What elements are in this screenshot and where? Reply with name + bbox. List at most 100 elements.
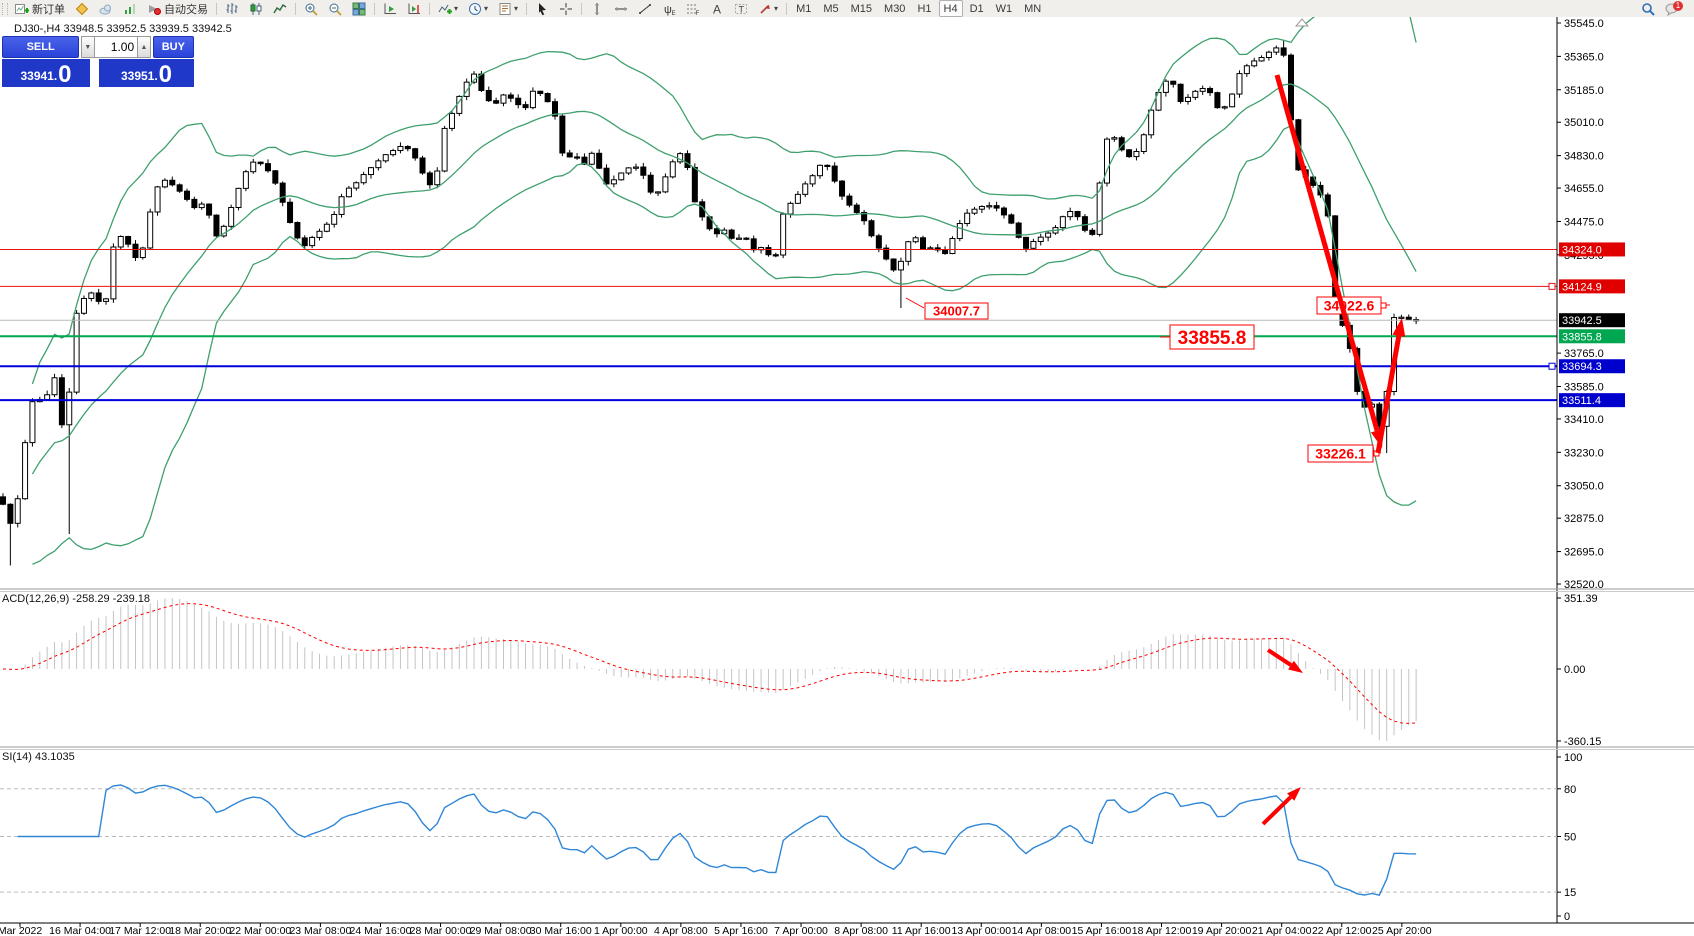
tile-windows-button[interactable] <box>348 0 370 17</box>
ask-price-int: 33951. <box>120 69 158 83</box>
text-button[interactable]: A <box>706 0 728 17</box>
svg-text:T: T <box>739 4 745 14</box>
toolbar-right-group: 1 <box>1636 0 1688 17</box>
svg-text:21 Apr 04:00: 21 Apr 04:00 <box>1252 925 1312 936</box>
price-annotation-box <box>1307 444 1374 463</box>
volume-input[interactable]: 1.00 <box>94 36 138 58</box>
toolbar-separator <box>374 2 375 15</box>
price-annotation-box <box>1169 324 1255 350</box>
indicators-button[interactable]: ▾ <box>434 0 462 17</box>
chevron-down-icon: ▾ <box>514 4 519 13</box>
svg-text:22 Mar 00:00: 22 Mar 00:00 <box>229 925 291 936</box>
timeframe-d1-button[interactable]: D1 <box>969 2 984 15</box>
macd-signal-line <box>2 603 1417 724</box>
macd-indicator-label: ACD(12,26,9) -258.29 -239.18 <box>2 593 150 605</box>
candlestick-icon <box>249 2 263 16</box>
price-annotation-text: 34007.7 <box>933 304 980 319</box>
svg-text:351.39: 351.39 <box>1564 593 1598 605</box>
bid-price-int: 33941. <box>20 69 58 83</box>
crosshair-button[interactable] <box>555 0 577 17</box>
svg-text:34124.9: 34124.9 <box>1562 281 1602 293</box>
buy-button[interactable]: BUY <box>152 36 195 58</box>
price-level-lines[interactable] <box>0 248 1557 402</box>
cloud-button[interactable] <box>95 0 117 17</box>
vertical-line-button[interactable] <box>586 0 608 17</box>
trendline-button[interactable] <box>634 0 656 17</box>
cursor-button[interactable] <box>531 0 553 17</box>
ask-price: 33951. 0 <box>99 59 194 87</box>
svg-text:28 Mar 00:00: 28 Mar 00:00 <box>410 925 472 936</box>
svg-text:34655.0: 34655.0 <box>1564 183 1604 195</box>
label-button[interactable]: T <box>730 0 752 17</box>
svg-text:30 Mar 16:00: 30 Mar 16:00 <box>530 925 592 936</box>
signal-icon <box>123 2 137 16</box>
arrows-button[interactable]: ▾ <box>754 0 782 17</box>
chart-canvas[interactable]: 35545.0 35365.0 35185.0 35010.0 34830.0 34655… <box>0 17 1694 936</box>
svg-text:16 Mar 04:00: 16 Mar 04:00 <box>49 925 111 936</box>
new-order-button-label: 新订单 <box>32 3 65 16</box>
volume-increase-button[interactable]: ▲ <box>137 36 151 58</box>
candlestick-button[interactable] <box>245 0 267 17</box>
templates-button[interactable]: ▾ <box>494 0 522 17</box>
timeframe-m1-button[interactable]: M1 <box>796 2 812 15</box>
svg-text:29 Mar 08:00: 29 Mar 08:00 <box>470 925 532 936</box>
sell-button[interactable]: SELL <box>2 36 80 58</box>
fibonacci-button[interactable]: F <box>682 0 704 17</box>
template-icon <box>498 2 512 16</box>
timeframe-m15-button[interactable]: M15 <box>850 2 873 15</box>
analyst-annotations[interactable]: 34007.7 33855.8 34022.6 33226.1 <box>905 74 1406 826</box>
svg-text:ψ: ψ <box>664 4 672 16</box>
timeframe-h4-button[interactable]: H4 <box>938 0 963 17</box>
zoom-out-button[interactable] <box>324 0 346 17</box>
svg-text:35010.0: 35010.0 <box>1564 117 1604 129</box>
svg-text:17 Mar 12:00: 17 Mar 12:00 <box>109 925 171 936</box>
bid-price-big-digit: 0 <box>58 61 72 88</box>
svg-text:7 Apr 00:00: 7 Apr 00:00 <box>774 925 828 936</box>
price-axis: 35545.0 35365.0 35185.0 35010.0 34830.0 34655… <box>1294 17 1625 923</box>
svg-text:18 Apr 12:00: 18 Apr 12:00 <box>1132 925 1192 936</box>
svg-text:0: 0 <box>1564 911 1570 923</box>
svg-text:0.00: 0.00 <box>1564 664 1585 676</box>
svg-text:32695.0: 32695.0 <box>1564 547 1604 559</box>
chevron-down-icon: ▾ <box>484 4 489 13</box>
market-icon <box>75 2 89 16</box>
horizontal-line-button[interactable] <box>610 0 632 17</box>
toolbar-separator <box>216 2 217 15</box>
new-order-button[interactable]: 新订单 <box>11 0 69 17</box>
notifications-button[interactable]: 1 <box>1661 0 1687 17</box>
signal-button[interactable] <box>119 0 141 17</box>
svg-text:80: 80 <box>1564 784 1576 796</box>
timeframe-m30-button[interactable]: M30 <box>884 2 906 15</box>
auto-trading-button[interactable]: 自动交易 <box>143 0 212 17</box>
toolbar-separator <box>526 2 528 15</box>
rsi-plot <box>0 784 1557 897</box>
timeframe-w1-button[interactable]: W1 <box>995 2 1013 15</box>
bar-chart-button[interactable] <box>221 0 243 17</box>
svg-text:F: F <box>696 11 700 16</box>
chart-shift-marker[interactable] <box>1294 18 1310 27</box>
svg-text:33050.0: 33050.0 <box>1564 481 1604 493</box>
notification-badge: 1 <box>1673 0 1683 11</box>
zoom-in-button[interactable] <box>300 0 322 17</box>
line-chart-button[interactable] <box>269 0 291 17</box>
periods-button[interactable]: ▾ <box>464 0 492 17</box>
timeframe-m5-button[interactable]: M5 <box>823 2 839 15</box>
chart-shift-button[interactable] <box>403 0 425 17</box>
hline-icon <box>614 2 628 16</box>
svg-text:24 Mar 16:00: 24 Mar 16:00 <box>350 925 412 936</box>
search-button[interactable] <box>1637 0 1659 17</box>
tile-windows-icon <box>352 2 366 16</box>
timeframe-mn-button[interactable]: MN <box>1024 2 1042 15</box>
market-button[interactable] <box>71 0 93 17</box>
volume-decrease-button[interactable]: ▼ <box>81 36 95 58</box>
toolbar-separator <box>786 2 788 15</box>
svg-text:33694.3: 33694.3 <box>1562 361 1602 373</box>
svg-text:-360.15: -360.15 <box>1564 736 1601 748</box>
timeframe-h1-button[interactable]: H1 <box>917 2 932 15</box>
drawn-arrow <box>1375 335 1402 454</box>
svg-text:34475.0: 34475.0 <box>1564 216 1604 228</box>
auto-scroll-button[interactable] <box>379 0 401 17</box>
svg-text:35545.0: 35545.0 <box>1564 18 1604 30</box>
